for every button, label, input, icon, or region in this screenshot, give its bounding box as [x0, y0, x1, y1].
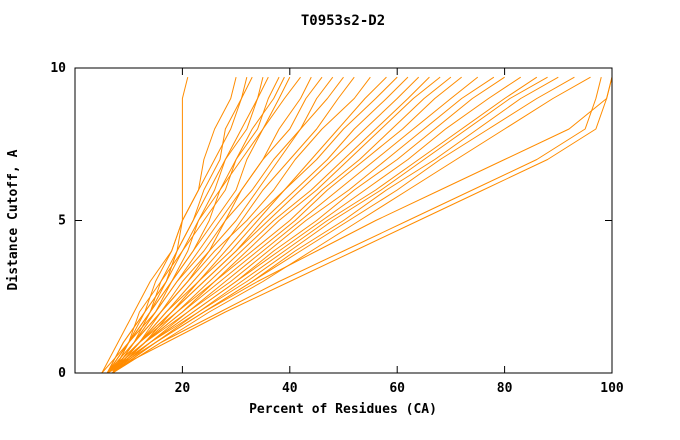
series-line [112, 76, 452, 374]
y-tick-label: 5 [58, 214, 66, 229]
series-line [106, 76, 344, 374]
series-line [106, 77, 613, 374]
x-tick-label: 80 [497, 381, 513, 396]
series-line [106, 76, 420, 374]
x-axis-label: Percent of Residues (CA) [249, 402, 437, 417]
y-tick-label: 10 [50, 61, 66, 76]
series-line [112, 76, 559, 374]
y-tick-label: 0 [58, 366, 66, 381]
y-axis-label: Distance Cutoff, A [6, 149, 21, 290]
series-line [106, 76, 462, 374]
series-line [106, 76, 301, 374]
x-tick-label: 40 [282, 381, 298, 396]
series-line [112, 77, 602, 374]
series-line [106, 76, 548, 374]
series-line [106, 76, 371, 374]
series-line [106, 76, 521, 374]
x-tick-label: 100 [600, 381, 624, 396]
series-line [112, 76, 591, 374]
series-layer [101, 76, 613, 374]
series-line [106, 76, 269, 374]
series-line [106, 76, 441, 374]
series-line [112, 76, 409, 374]
series-line [112, 76, 334, 374]
series-line [112, 76, 479, 374]
series-line [106, 76, 285, 374]
series-line [106, 76, 495, 374]
x-tick-label: 60 [389, 381, 405, 396]
series-line [112, 77, 613, 374]
series-line [106, 76, 398, 374]
series-line [112, 76, 312, 374]
x-tick-label: 20 [175, 381, 191, 396]
series-line [112, 76, 538, 374]
chart-title: T0953s2-D2 [301, 13, 385, 29]
axes-layer: 20 40 60 80 100 0 5 10 [50, 61, 624, 396]
series-line [112, 76, 430, 374]
series-line [101, 76, 253, 374]
